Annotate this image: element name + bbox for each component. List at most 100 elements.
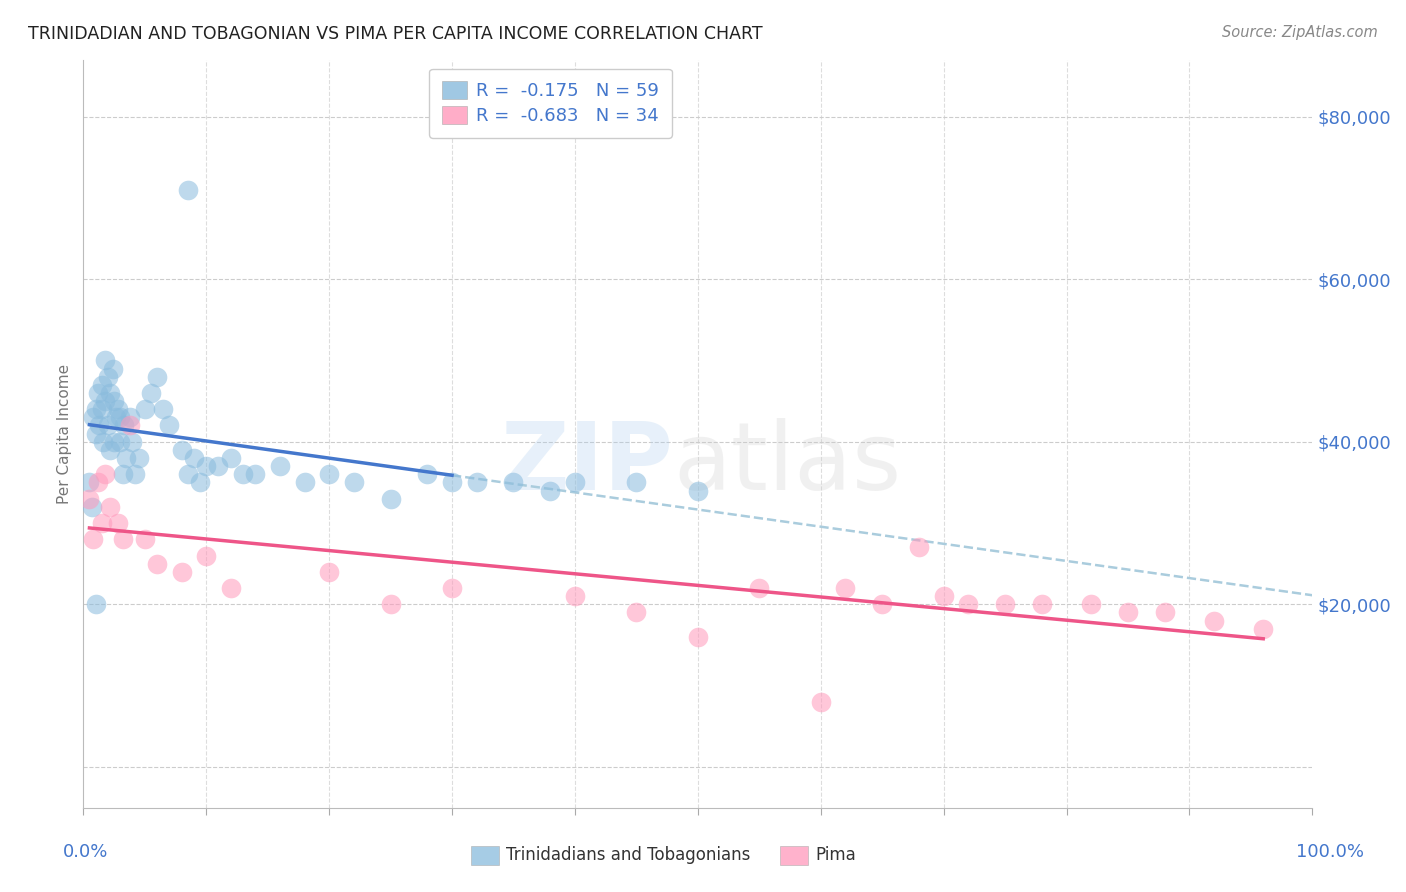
Point (957, 598, 980, 612)
Point (108, 410, 131, 425)
Point (232, 467, 254, 482)
Point (1251, 622, 1274, 636)
Point (686, 483, 709, 498)
Point (101, 361, 124, 376)
Point (1031, 598, 1053, 612)
Point (343, 475, 366, 490)
Point (139, 386, 162, 401)
Point (908, 541, 931, 555)
Point (90, 516, 112, 530)
Text: Source: ZipAtlas.com: Source: ZipAtlas.com (1222, 25, 1378, 40)
Point (98, 386, 121, 401)
Point (416, 467, 439, 482)
Point (195, 459, 218, 474)
Point (294, 475, 316, 490)
Point (91, 434, 114, 449)
Point (318, 565, 340, 579)
Text: atlas: atlas (673, 417, 901, 509)
Point (98, 500, 121, 514)
Point (748, 581, 770, 595)
Point (87, 475, 110, 490)
Point (82, 533, 104, 547)
Point (269, 459, 291, 474)
Point (97, 369, 120, 384)
Point (118, 418, 141, 433)
Point (177, 467, 200, 482)
Point (188, 475, 211, 490)
Point (94, 394, 117, 409)
Text: Pima: Pima (815, 847, 856, 864)
Point (686, 630, 709, 644)
Point (626, 475, 648, 490)
Point (380, 491, 402, 506)
Point (380, 598, 402, 612)
Point (134, 402, 156, 417)
Point (105, 410, 128, 425)
Point (107, 402, 129, 417)
Point (245, 467, 267, 482)
Point (118, 410, 141, 425)
Point (440, 475, 463, 490)
Point (626, 606, 648, 620)
Point (834, 581, 856, 595)
Point (90, 377, 112, 392)
Point (564, 475, 586, 490)
Point (84, 426, 107, 441)
Point (82, 410, 104, 425)
Point (103, 434, 125, 449)
Point (170, 565, 193, 579)
Point (219, 581, 242, 595)
Point (810, 695, 832, 709)
Text: Trinidadians and Tobagonians: Trinidadians and Tobagonians (506, 847, 751, 864)
Point (128, 450, 150, 465)
Point (80, 500, 103, 514)
Point (183, 450, 205, 465)
Point (124, 467, 146, 482)
Point (157, 418, 180, 433)
Point (94, 353, 117, 368)
Point (207, 459, 229, 474)
Point (97, 418, 120, 433)
Point (112, 418, 135, 433)
Legend: R =  -0.175   N = 59, R =  -0.683   N = 34: R = -0.175 N = 59, R = -0.683 N = 34 (429, 69, 672, 138)
Text: 0.0%: 0.0% (63, 843, 108, 861)
Point (84, 598, 107, 612)
Point (79, 491, 101, 506)
Point (111, 467, 134, 482)
Point (87, 386, 110, 401)
Point (1202, 614, 1225, 628)
Point (115, 450, 138, 465)
Point (89, 418, 111, 433)
Point (219, 450, 242, 465)
Point (994, 598, 1017, 612)
Point (538, 483, 561, 498)
Point (103, 394, 125, 409)
Point (134, 533, 156, 547)
Point (465, 475, 488, 490)
Point (146, 557, 169, 571)
Point (502, 475, 524, 490)
Text: 100.0%: 100.0% (1296, 843, 1364, 861)
Point (1080, 598, 1102, 612)
Point (107, 516, 129, 530)
Point (84, 402, 107, 417)
Point (318, 467, 340, 482)
Point (440, 581, 463, 595)
Point (152, 402, 174, 417)
Point (195, 549, 218, 563)
Point (870, 598, 893, 612)
Point (1154, 606, 1177, 620)
Point (146, 369, 169, 384)
Point (111, 533, 134, 547)
Point (170, 442, 193, 457)
Point (94, 467, 117, 482)
Y-axis label: Per Capita Income: Per Capita Income (58, 364, 72, 504)
Text: ZIP: ZIP (501, 417, 673, 509)
Point (177, 183, 200, 197)
Point (90, 402, 112, 417)
Point (932, 589, 955, 603)
Point (108, 434, 131, 449)
Point (564, 589, 586, 603)
Text: TRINIDADIAN AND TOBAGONIAN VS PIMA PER CAPITA INCOME CORRELATION CHART: TRINIDADIAN AND TOBAGONIAN VS PIMA PER C… (28, 25, 762, 43)
Point (98, 442, 121, 457)
